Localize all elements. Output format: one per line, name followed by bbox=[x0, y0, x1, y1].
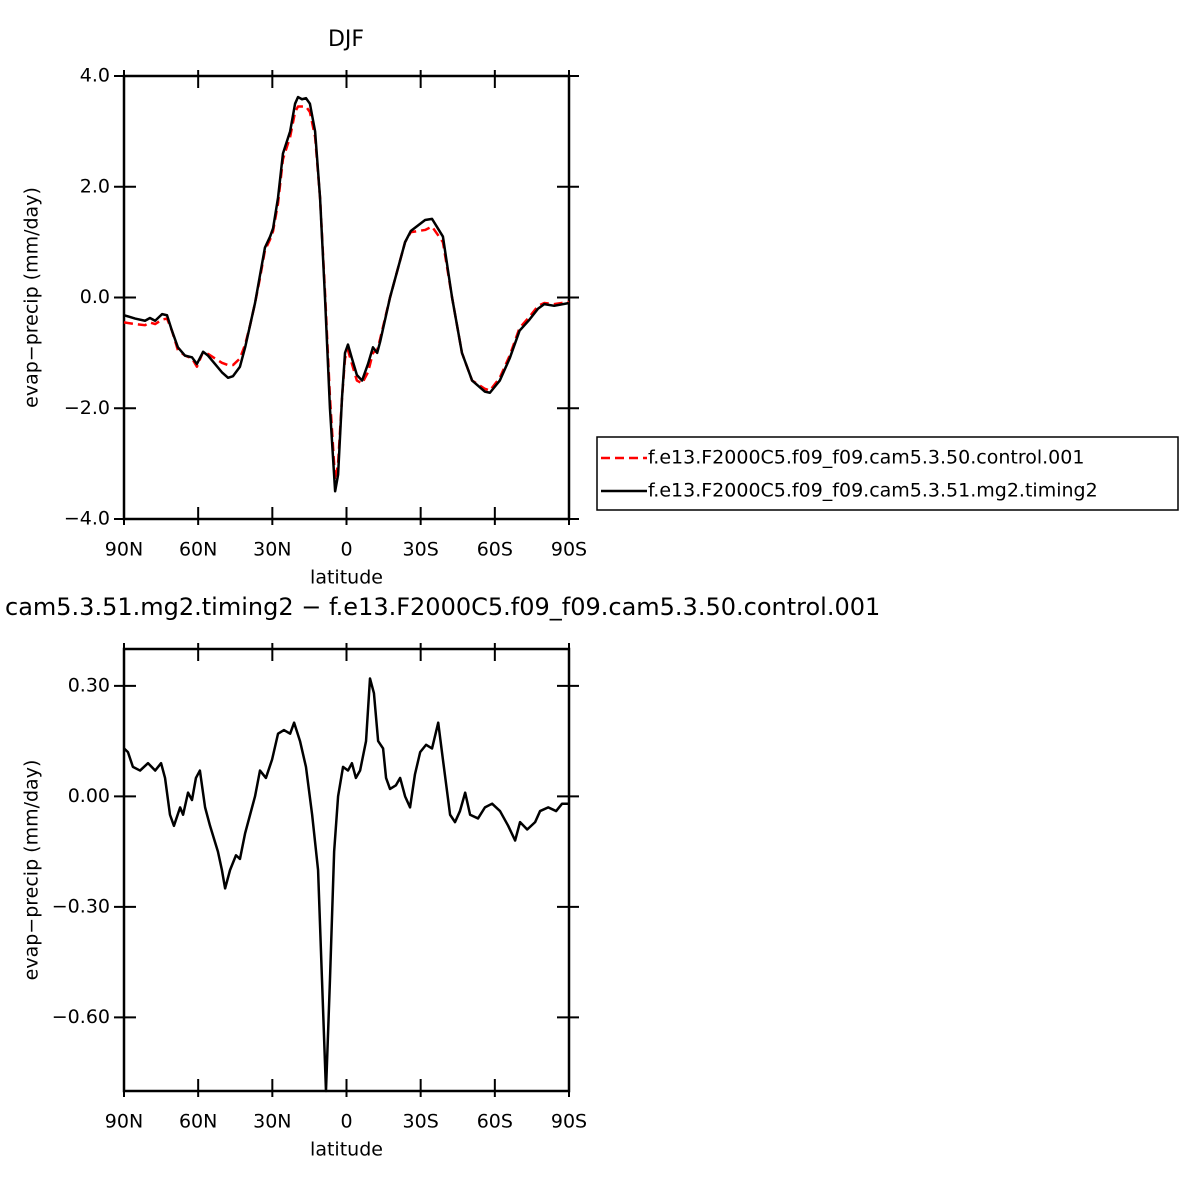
legend-box bbox=[596, 436, 1179, 511]
plot-frame bbox=[122, 74, 571, 521]
y-tick-label: 0.0 bbox=[80, 286, 110, 308]
chart-title: DJF bbox=[328, 27, 364, 52]
x-tick-label: 0 bbox=[340, 539, 352, 561]
x-tick-label: 30S bbox=[403, 539, 439, 561]
x-tick-label: 60N bbox=[179, 1111, 217, 1133]
x-tick-label: 90N bbox=[105, 1111, 143, 1133]
y-tick-label: 2.0 bbox=[80, 175, 110, 197]
x-tick-label: 60S bbox=[477, 1111, 513, 1133]
x-tick-label: 60N bbox=[179, 539, 217, 561]
x-tick-label: 30N bbox=[253, 539, 291, 561]
series-line bbox=[123, 95, 570, 493]
x-tick-label: 90N bbox=[105, 539, 143, 561]
legend-label: f.e13.F2000C5.f09_f09.cam5.3.50.control.… bbox=[648, 447, 1084, 469]
plot-frame bbox=[122, 647, 571, 1093]
x-axis-label: latitude bbox=[310, 1139, 383, 1161]
y-tick-label: −4.0 bbox=[64, 508, 110, 530]
y-tick-label: −0.30 bbox=[52, 895, 110, 917]
series-line bbox=[123, 677, 569, 1093]
y-tick-label: 4.0 bbox=[80, 65, 110, 87]
x-tick-label: 60S bbox=[477, 539, 513, 561]
x-tick-label: 90S bbox=[551, 539, 587, 561]
y-tick-label: 0.00 bbox=[68, 785, 110, 807]
chart-title: cam5.3.51.mg2.timing2 − f.e13.F2000C5.f0… bbox=[5, 593, 880, 621]
y-tick-label: 0.30 bbox=[68, 674, 110, 696]
x-axis-label: latitude bbox=[310, 567, 383, 589]
x-tick-label: 0 bbox=[340, 1111, 352, 1133]
x-tick-label: 30N bbox=[253, 1111, 291, 1133]
y-axis-label: evap−precip (mm/day) bbox=[21, 760, 43, 981]
legend-label: f.e13.F2000C5.f09_f09.cam5.3.51.mg2.timi… bbox=[648, 480, 1098, 502]
y-tick-label: −2.0 bbox=[64, 397, 110, 419]
y-axis-label: evap−precip (mm/day) bbox=[21, 187, 43, 408]
x-tick-label: 30S bbox=[403, 1111, 439, 1133]
y-tick-label: −0.60 bbox=[52, 1006, 110, 1028]
x-tick-label: 90S bbox=[551, 1111, 587, 1133]
series-line bbox=[123, 105, 570, 482]
